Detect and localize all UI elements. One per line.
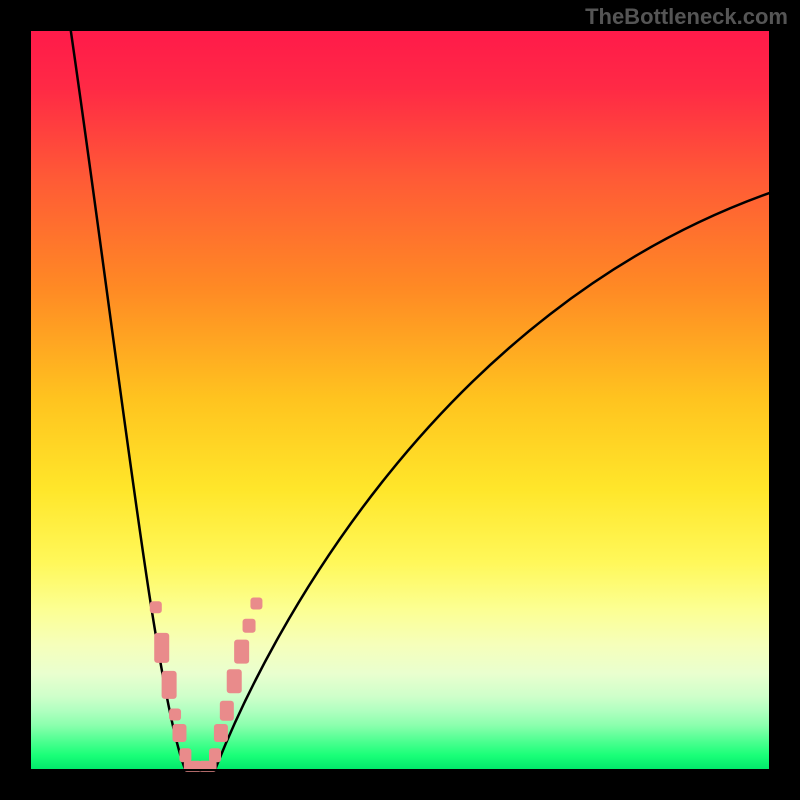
data-marker-left-1 [154, 633, 169, 663]
data-marker-right-3 [227, 669, 242, 693]
data-marker-right-0 [209, 748, 221, 762]
watermark-text: TheBottleneck.com [585, 4, 788, 30]
data-marker-left-5 [179, 748, 191, 762]
data-marker-right-4 [234, 640, 249, 664]
data-marker-left-3 [169, 709, 181, 721]
data-marker-right-5 [243, 619, 256, 633]
chart-gradient-background [30, 30, 770, 770]
data-marker-right-1 [214, 724, 228, 742]
data-marker-right-2 [220, 701, 234, 721]
data-marker-left-2 [162, 671, 177, 699]
chart-container: TheBottleneck.com [0, 0, 800, 800]
bottleneck-chart [0, 0, 800, 800]
data-marker-left-0 [150, 601, 162, 613]
data-marker-right-6 [250, 598, 262, 610]
data-marker-left-4 [172, 724, 186, 742]
